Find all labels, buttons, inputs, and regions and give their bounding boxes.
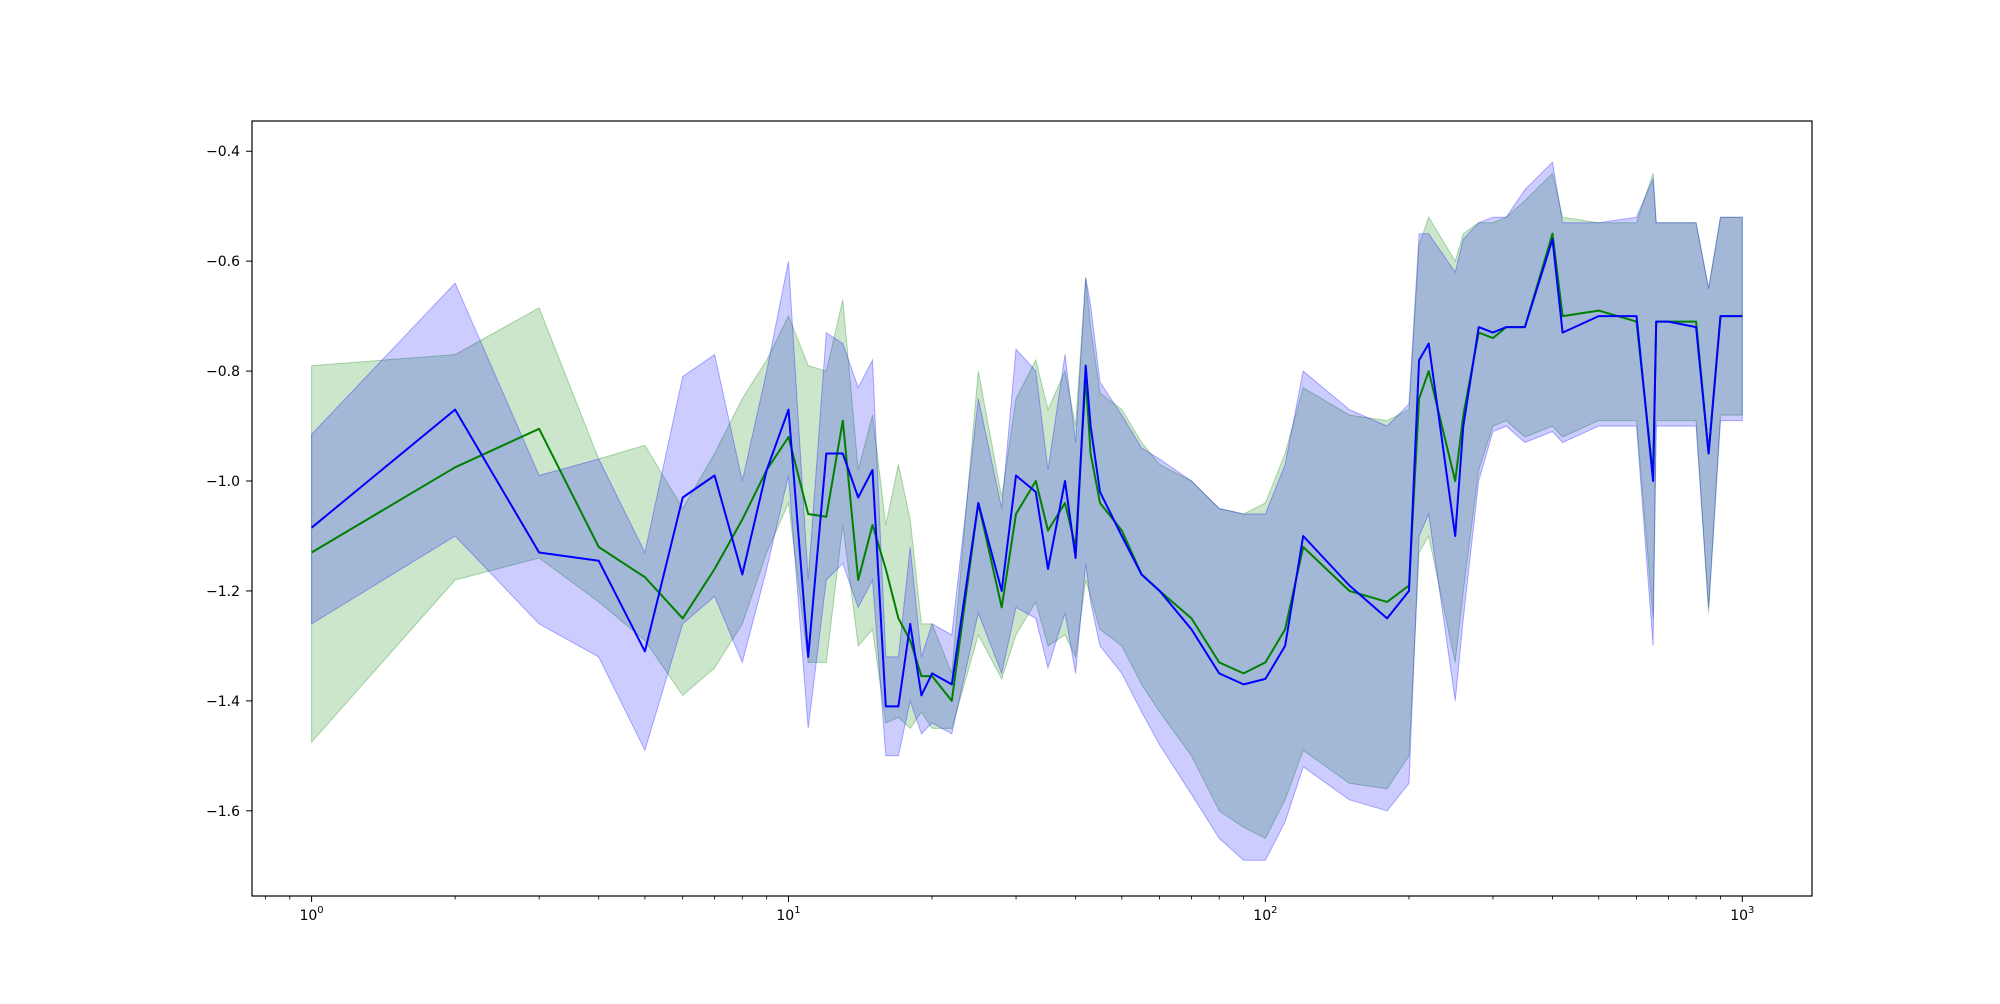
series-lines — [310, 232, 1743, 708]
x-tick-label-1: 101 — [776, 905, 800, 924]
y-tick-label-0: −0.4 — [206, 144, 240, 160]
y-tick-label-6: −1.6 — [206, 804, 240, 820]
series-1-band — [311, 161, 1743, 861]
x-tick-label-3: 103 — [1730, 905, 1754, 924]
series-1-line — [310, 238, 1743, 708]
y-tick-label-5: −1.4 — [206, 694, 240, 710]
x-tick-label-0: 100 — [299, 905, 323, 924]
y-tick-label-2: −0.8 — [206, 364, 240, 380]
x-tick-label-2: 102 — [1253, 905, 1277, 924]
plot-frame — [251, 120, 1813, 897]
y-tick-label-3: −1.0 — [206, 474, 240, 490]
y-tick-label-4: −1.2 — [206, 584, 240, 600]
y-tick-label-1: −0.6 — [206, 254, 240, 270]
axes: −0.4 −0.6 −0.8 −1.0 −1.2 −1.4 −1.6 100 101 102 103 — [206, 120, 1813, 924]
series-0-line — [311, 232, 1743, 702]
series-0-band — [311, 172, 1743, 839]
confidence-bands — [311, 161, 1743, 861]
